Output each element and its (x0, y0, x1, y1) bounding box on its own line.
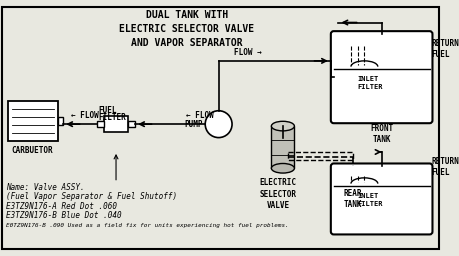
Text: ← FLOW: ← FLOW (70, 111, 98, 120)
Bar (103, 116, 128, 132)
Circle shape (205, 111, 231, 137)
Text: Name: Valve ASSY.: Name: Valve ASSY. (6, 183, 84, 192)
Bar (287, 152, 352, 160)
Text: FUEL: FUEL (99, 105, 117, 115)
Text: FLOW →: FLOW → (233, 48, 261, 57)
Text: ELECTRIC
SELECTOR
VALVE: ELECTRIC SELECTOR VALVE (259, 178, 296, 210)
Text: E3TZ9N176-A Red Dot .060: E3TZ9N176-A Red Dot .060 (6, 202, 117, 211)
Ellipse shape (271, 164, 294, 173)
Text: REAR
TANK: REAR TANK (342, 189, 361, 209)
Bar (57, 118, 63, 125)
Bar (128, 121, 135, 127)
Bar (271, 126, 294, 168)
Text: PUMP: PUMP (185, 120, 203, 129)
Text: RETURN
FUEL: RETURN FUEL (431, 39, 458, 59)
Text: INLET
FILTER: INLET FILTER (357, 76, 382, 90)
Bar (8, 101, 57, 141)
Text: FRONT
TANK: FRONT TANK (369, 124, 392, 144)
FancyBboxPatch shape (330, 31, 431, 123)
Text: (Fuel Vapor Separator & Fuel Shutoff): (Fuel Vapor Separator & Fuel Shutoff) (6, 192, 177, 201)
Bar (97, 121, 103, 127)
FancyBboxPatch shape (330, 164, 431, 234)
Text: INLET
FILTER: INLET FILTER (357, 193, 382, 207)
Ellipse shape (271, 121, 294, 131)
Text: E0TZ9N176-B .090 Used as a field fix for units experiencing hot fuel problems.: E0TZ9N176-B .090 Used as a field fix for… (6, 223, 288, 228)
Text: FILTER: FILTER (99, 113, 126, 122)
Text: CARBUETOR: CARBUETOR (12, 146, 53, 155)
Text: RETURN
FUEL: RETURN FUEL (431, 157, 458, 177)
Text: E3TZ9N176-B Blue Dot .040: E3TZ9N176-B Blue Dot .040 (6, 211, 121, 220)
Text: DUAL TANK WITH
ELECTRIC SELECTOR VALVE
AND VAPOR SEPARATOR: DUAL TANK WITH ELECTRIC SELECTOR VALVE A… (119, 10, 254, 48)
Text: ← FLOW: ← FLOW (185, 111, 213, 120)
